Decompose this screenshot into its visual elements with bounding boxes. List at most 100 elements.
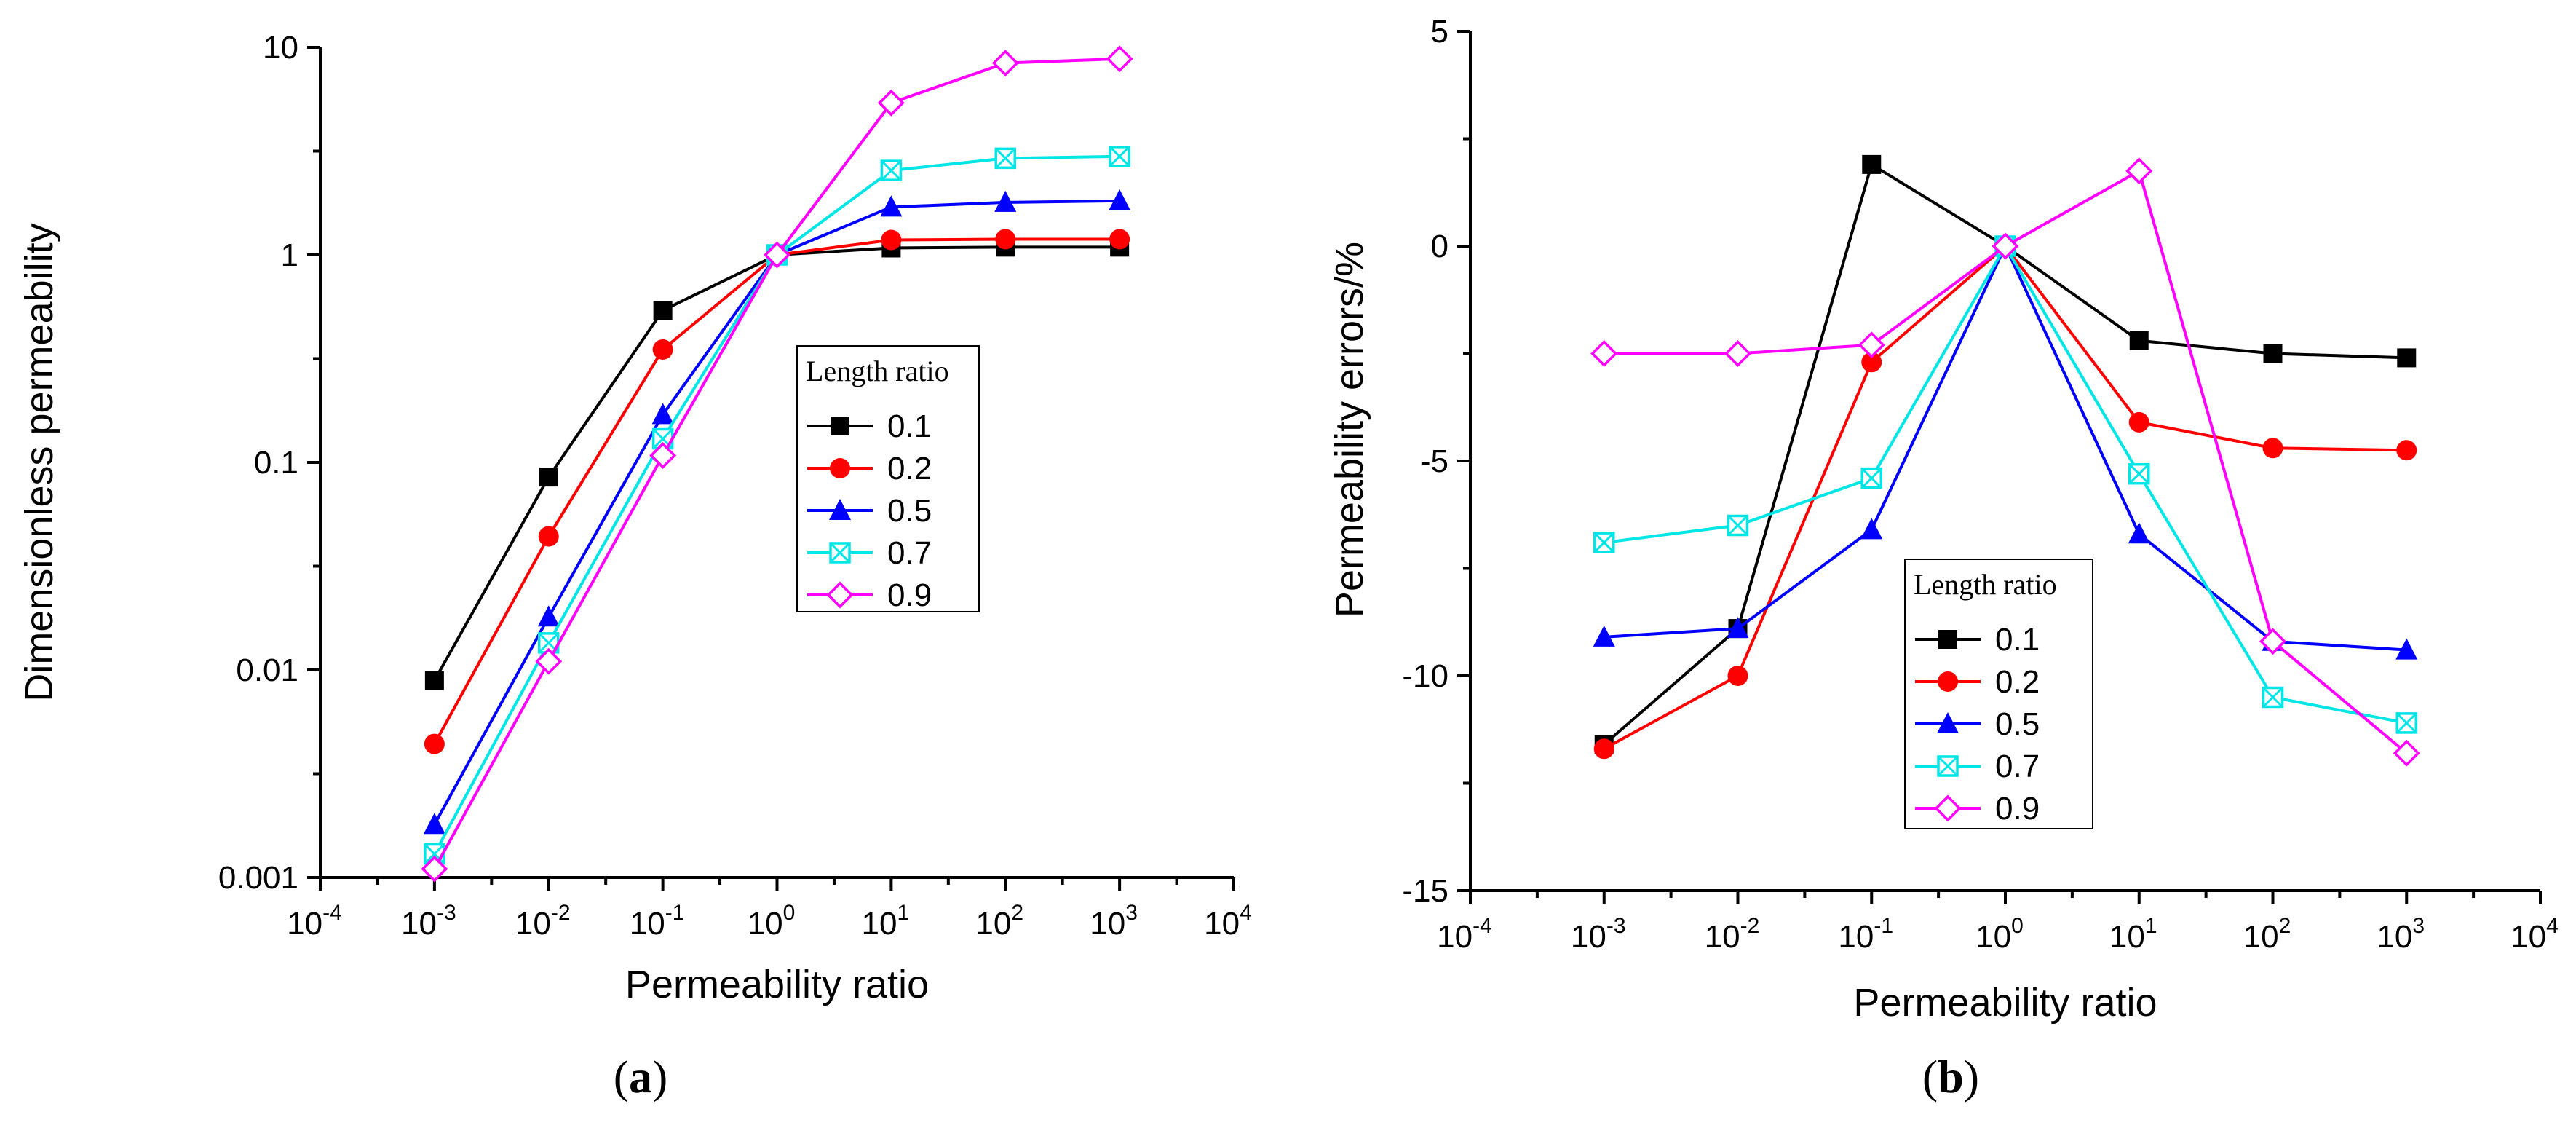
data-point [1727, 666, 1748, 686]
data-point [994, 147, 1016, 170]
legend-marker [1937, 755, 1959, 777]
data-point [1992, 232, 2019, 260]
data-point [2393, 739, 2420, 767]
y-tick-label: -5 [1420, 443, 1448, 479]
legend-marker [829, 499, 851, 520]
data-point [994, 190, 1017, 212]
x-tick-label: 10-4 [287, 901, 342, 942]
data-point [2397, 348, 2417, 368]
legend-marker [1937, 712, 1959, 733]
data-point [1860, 467, 1882, 489]
data-point [424, 733, 445, 754]
series-0.1 [424, 237, 1130, 690]
x-tick-label: 104 [1204, 901, 1252, 942]
data-point [424, 671, 444, 690]
x-axis-label: Permeability ratio [625, 963, 929, 1006]
data-point [1109, 229, 1130, 250]
legend-title: Length ratio [1914, 568, 2057, 601]
data-point [1860, 518, 1883, 540]
legend-label: 0.7 [887, 535, 932, 571]
x-tick-label: 104 [2510, 914, 2559, 955]
data-point [1593, 625, 1615, 647]
data-point [2128, 522, 2150, 544]
chart-panel-b: 10-4 10-3 10-2 10-1 100 101 102 103 104 -15 -10 -5 0… [1328, 14, 2559, 1103]
panel-label: (a) [614, 1051, 668, 1103]
legend-label: 0.5 [887, 493, 932, 529]
data-point [2259, 628, 2286, 655]
x-tick-label: 103 [1090, 901, 1138, 942]
data-point [2395, 638, 2418, 660]
data-point [535, 647, 563, 675]
legend-item-0.2: 0.2 [807, 451, 932, 486]
data-point [1727, 617, 1749, 639]
y-tick-label: -10 [1402, 658, 1448, 694]
series-0.9 [1590, 157, 2420, 767]
series-line [433, 245, 1120, 682]
legend-item-0.2: 0.2 [1915, 664, 2040, 700]
x-tick-label: 10-1 [1838, 914, 1893, 955]
legend-item-0.7: 0.7 [1915, 749, 2040, 784]
legend-marker [829, 542, 851, 564]
legend: Length ratio 0.1 0.2 0.5 0.7 0.9 [796, 345, 980, 613]
y-tick-label: 1 [281, 237, 298, 273]
legend-item-0.5: 0.5 [1915, 706, 2040, 742]
data-point [2128, 462, 2150, 485]
y-tick-label: 5 [1431, 14, 1448, 50]
data-point [1724, 340, 1751, 367]
legend-marker [1938, 671, 1958, 692]
data-point-cross-b [538, 632, 559, 653]
data-point [653, 301, 673, 320]
legend-label: 0.1 [1995, 622, 2040, 658]
data-point [764, 241, 790, 269]
data-point [877, 89, 905, 117]
series-0.9 [421, 45, 1133, 883]
legend-item-0.9: 0.9 [1915, 791, 2040, 827]
legend-label: 0.2 [1995, 664, 2040, 700]
legend-label: 0.5 [1995, 706, 2040, 742]
data-point [2129, 331, 2149, 350]
y-tick-label: -15 [1402, 873, 1448, 909]
x-tick-label: 101 [2109, 914, 2157, 955]
data-point [1590, 340, 1618, 367]
x-tick-label: 100 [748, 901, 796, 942]
data-point [991, 50, 1019, 77]
legend-item-0.9: 0.9 [807, 577, 932, 613]
data-point-cross-b [652, 428, 673, 449]
x-tick-label: 10-2 [1705, 914, 1760, 955]
data-point [2262, 438, 2283, 459]
legend-marker-cross-b [829, 542, 851, 564]
data-point [880, 195, 903, 217]
y-tick-label: 0.01 [236, 652, 298, 688]
data-point-cross-b [1861, 468, 1882, 489]
series-line [433, 199, 1120, 826]
chart-panel-a: 10-4 10-3 10-2 10-1 100 101 102 103 1040.0010.01… [17, 30, 1252, 1103]
data-point [1861, 352, 1882, 373]
data-point [423, 813, 445, 835]
x-tick-label: 10-3 [401, 901, 456, 942]
data-point [2262, 686, 2284, 709]
legend-marker [1934, 794, 1962, 822]
legend-box [796, 345, 980, 612]
legend-title: Length ratio [806, 355, 949, 387]
data-point [1593, 738, 1614, 760]
data-point-cross-b [1593, 532, 1614, 553]
data-point [538, 526, 559, 547]
panel-label: (b) [1922, 1051, 1979, 1103]
x-tick-label: 102 [975, 901, 1023, 942]
data-point-cross-b [881, 160, 902, 181]
y-tick-label: 0.1 [254, 445, 298, 481]
data-point-cross-b [2396, 712, 2417, 733]
y-axis-label: Permeability errors/% [1328, 242, 1371, 618]
x-tick-label: 100 [1975, 914, 2024, 955]
series-line [433, 57, 1120, 870]
x-tick-label: 10-4 [1437, 914, 1492, 955]
data-point [1109, 189, 1131, 210]
data-point [651, 403, 674, 425]
x-tick-label: 10-2 [515, 901, 571, 942]
data-point [2128, 411, 2149, 433]
data-point-cross-b [1727, 515, 1748, 536]
data-point [539, 468, 558, 487]
legend-label: 0.7 [1995, 749, 2040, 784]
data-point-cross-b [424, 843, 445, 864]
